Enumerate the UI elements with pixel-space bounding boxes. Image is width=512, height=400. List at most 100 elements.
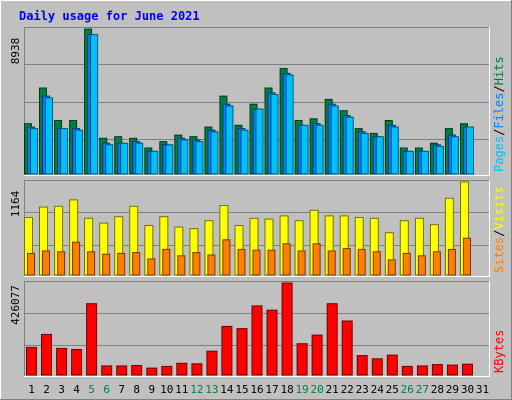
bar-kbytes-day-8: [131, 365, 143, 376]
x-tick-day-25: 25: [386, 383, 399, 396]
bar-pages-day-3: [60, 128, 69, 175]
x-tick-day-11: 11: [175, 383, 188, 396]
bar-sites-day-11: [177, 255, 186, 276]
legend-entry: /: [492, 85, 506, 92]
bar-kbytes-day-21: [326, 303, 338, 376]
bar-pages-day-20: [315, 124, 324, 175]
bar-sites-day-3: [57, 251, 66, 276]
bar-sites-day-25: [387, 259, 396, 276]
bar-pages-day-30: [466, 126, 474, 175]
panel-hits-files-pages: 8938 Pages/Files/Hits: [9, 27, 506, 176]
chart-title: Daily usage for June 2021: [19, 9, 200, 23]
bar-pages-day-11: [180, 139, 189, 175]
bar-sites-day-22: [342, 248, 351, 276]
bar-sites-day-29: [447, 248, 456, 276]
legend-entry: /: [492, 129, 506, 136]
bar-kbytes-day-9: [146, 367, 158, 376]
bar-pages-day-17: [270, 94, 279, 175]
x-tick-day-8: 8: [133, 383, 140, 396]
x-tick-day-18: 18: [280, 383, 293, 396]
bar-kbytes-day-18: [281, 282, 293, 376]
x-tick-day-7: 7: [118, 383, 125, 396]
bar-kbytes-day-29: [446, 364, 458, 376]
y-max-label: 8938: [9, 38, 22, 65]
legend-entry: Pages: [492, 136, 506, 172]
bar-sites-day-16: [252, 249, 261, 276]
bar-sites-day-15: [237, 248, 246, 276]
bar-kbytes-day-25: [386, 354, 398, 376]
bar-pages-day-21: [330, 105, 339, 175]
bar-kbytes-day-2: [41, 333, 52, 376]
bar-kbytes-day-24: [371, 358, 383, 376]
bar-kbytes-day-5: [86, 303, 98, 376]
legend-visits-sites: Sites/Visits: [492, 186, 506, 273]
bar-pages-day-16: [255, 108, 264, 175]
x-tick-day-31: 31: [476, 383, 489, 396]
bar-kbytes-day-12: [191, 363, 203, 376]
legend-entry: Visits: [492, 186, 506, 229]
bar-sites-day-8: [132, 252, 141, 276]
x-tick-day-4: 4: [73, 383, 80, 396]
legend-entry: Sites: [492, 237, 506, 273]
legend-hits-files-pages: Pages/Files/Hits: [492, 56, 506, 172]
x-tick-day-10: 10: [160, 383, 173, 396]
bar-sites-day-12: [192, 252, 201, 276]
x-tick-day-14: 14: [220, 383, 234, 396]
bar-kbytes-day-3: [56, 347, 68, 376]
legend-entry: Hits: [492, 56, 506, 85]
bar-pages-day-29: [450, 136, 459, 175]
legend-entry: KBytes: [492, 330, 506, 373]
bar-pages-day-28: [435, 145, 444, 175]
x-tick-day-6: 6: [103, 383, 110, 396]
bar-kbytes-day-6: [101, 365, 113, 376]
x-tick-day-30: 30: [461, 383, 474, 396]
panel-kbytes: 426077 KBytes: [9, 281, 506, 377]
bar-sites-day-10: [162, 248, 171, 276]
bar-sites-day-4: [72, 241, 81, 276]
legend-kbytes: KBytes: [492, 330, 506, 373]
legend-entry: /: [492, 230, 506, 237]
bar-kbytes-day-11: [176, 362, 188, 376]
bar-sites-day-23: [357, 248, 366, 276]
x-tick-day-23: 23: [356, 383, 369, 396]
bar-pages-day-18: [285, 74, 294, 175]
bar-sites-day-1: [27, 252, 35, 276]
bar-pages-day-13: [210, 131, 219, 175]
bar-sites-day-9: [147, 258, 156, 276]
bar-kbytes-day-17: [266, 309, 278, 376]
bar-pages-day-14: [225, 105, 234, 175]
bar-sites-day-28: [432, 251, 441, 276]
x-tick-day-9: 9: [148, 383, 155, 396]
bar-sites-day-18: [282, 243, 291, 276]
bar-sites-day-21: [327, 250, 336, 276]
x-tick-day-27: 27: [416, 383, 429, 396]
bar-kbytes-day-27: [416, 365, 428, 376]
panel-visits-sites: 1164 Sites/Visits: [9, 180, 506, 277]
x-tick-day-19: 19: [295, 383, 308, 396]
y-max-label: 426077: [9, 285, 22, 325]
bar-kbytes-day-14: [221, 325, 233, 376]
bar-kbytes-day-20: [311, 334, 323, 376]
bar-pages-day-22: [345, 116, 354, 175]
bar-kbytes-day-1: [26, 346, 37, 376]
bar-pages-day-25: [390, 126, 399, 175]
bar-pages-day-1: [30, 128, 38, 175]
bar-pages-day-8: [135, 142, 144, 175]
bar-pages-day-19: [300, 124, 309, 175]
bar-pages-day-23: [360, 132, 369, 175]
bar-pages-day-27: [420, 150, 429, 175]
bar-sites-day-6: [102, 253, 111, 276]
bar-kbytes-day-28: [431, 364, 443, 376]
bar-pages-day-26: [405, 150, 414, 175]
bar-sites-day-27: [417, 255, 426, 276]
bar-sites-day-14: [222, 239, 231, 276]
x-tick-day-15: 15: [235, 383, 248, 396]
bar-pages-day-2: [45, 97, 53, 175]
bar-pages-day-15: [240, 129, 249, 175]
bar-sites-day-17: [267, 249, 276, 276]
x-tick-day-29: 29: [446, 383, 459, 396]
bar-kbytes-day-23: [356, 355, 368, 376]
x-tick-day-12: 12: [190, 383, 203, 396]
bar-pages-day-4: [75, 129, 84, 175]
y-max-label: 1164: [9, 190, 22, 217]
